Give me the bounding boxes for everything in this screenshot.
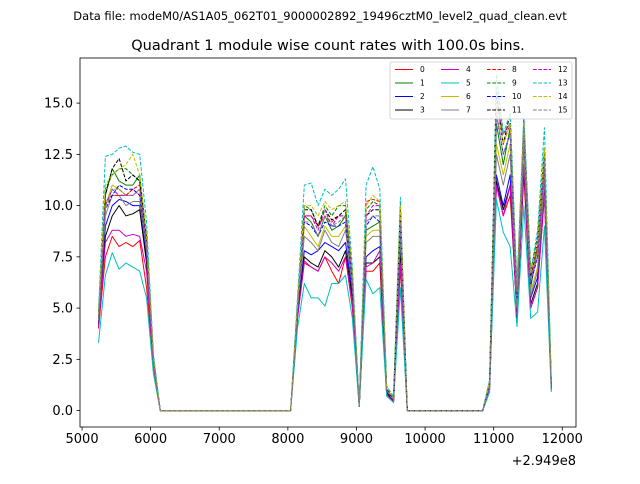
series-line-15 (98, 112, 552, 412)
x-tick-label: 5000 (66, 432, 99, 447)
axes-frame (79, 57, 577, 428)
legend-label-13: 13 (558, 79, 568, 88)
y-tick-label: 0.0 (52, 404, 73, 419)
series-line-1 (98, 123, 552, 412)
series-line-12 (98, 102, 552, 412)
series-line-10 (98, 112, 552, 412)
legend-label-3: 3 (420, 106, 425, 115)
y-tick-label: 10.0 (44, 199, 73, 214)
legend-label-1: 1 (420, 79, 425, 88)
series-line-14 (98, 102, 552, 412)
series-line-7 (98, 147, 552, 412)
legend-label-11: 11 (512, 106, 522, 115)
y-tick-label: 2.5 (52, 353, 73, 368)
legend-box (389, 61, 573, 120)
legend-label-4: 4 (466, 65, 471, 74)
legend-label-14: 14 (558, 92, 568, 101)
x-tick-label: 9000 (340, 432, 373, 447)
x-tick-label: 7000 (203, 432, 236, 447)
x-axis-offset-label: +2.949e8 (512, 454, 576, 469)
y-tick-label: 5.0 (52, 302, 73, 317)
x-tick-label: 11000 (473, 432, 514, 447)
y-tick-label: 15.0 (44, 97, 73, 112)
series-line-6 (98, 143, 552, 412)
legend-label-7: 7 (466, 106, 471, 115)
series-line-13 (98, 86, 552, 412)
x-tick-label: 10000 (404, 432, 445, 447)
legend-label-5: 5 (466, 79, 471, 88)
legend-label-12: 12 (558, 65, 568, 74)
x-tick-label: 6000 (134, 432, 167, 447)
legend-label-9: 9 (512, 79, 517, 88)
legend-label-2: 2 (420, 92, 425, 101)
legend-label-10: 10 (512, 92, 522, 101)
chart-title: Quadrant 1 module wise count rates with … (131, 38, 525, 54)
x-tick-label: 8000 (271, 432, 304, 447)
figure-suptitle: Data file: modeM0/AS1A05_062T01_90000028… (73, 9, 567, 23)
legend-label-6: 6 (466, 92, 471, 101)
legend-label-0: 0 (420, 65, 425, 74)
legend-label-15: 15 (558, 106, 568, 115)
y-tick-label: 12.5 (44, 148, 73, 163)
x-tick-label: 12000 (542, 432, 583, 447)
series-line-5 (98, 198, 552, 412)
series-line-4 (98, 164, 552, 412)
plot-area (98, 73, 552, 412)
legend-label-8: 8 (512, 65, 517, 74)
y-tick-label: 7.5 (52, 250, 73, 265)
axes: 5000 6000 7000 8000 9000 10000 11000 12000 0.0 2.… (44, 57, 583, 447)
series-line-3 (98, 168, 552, 412)
